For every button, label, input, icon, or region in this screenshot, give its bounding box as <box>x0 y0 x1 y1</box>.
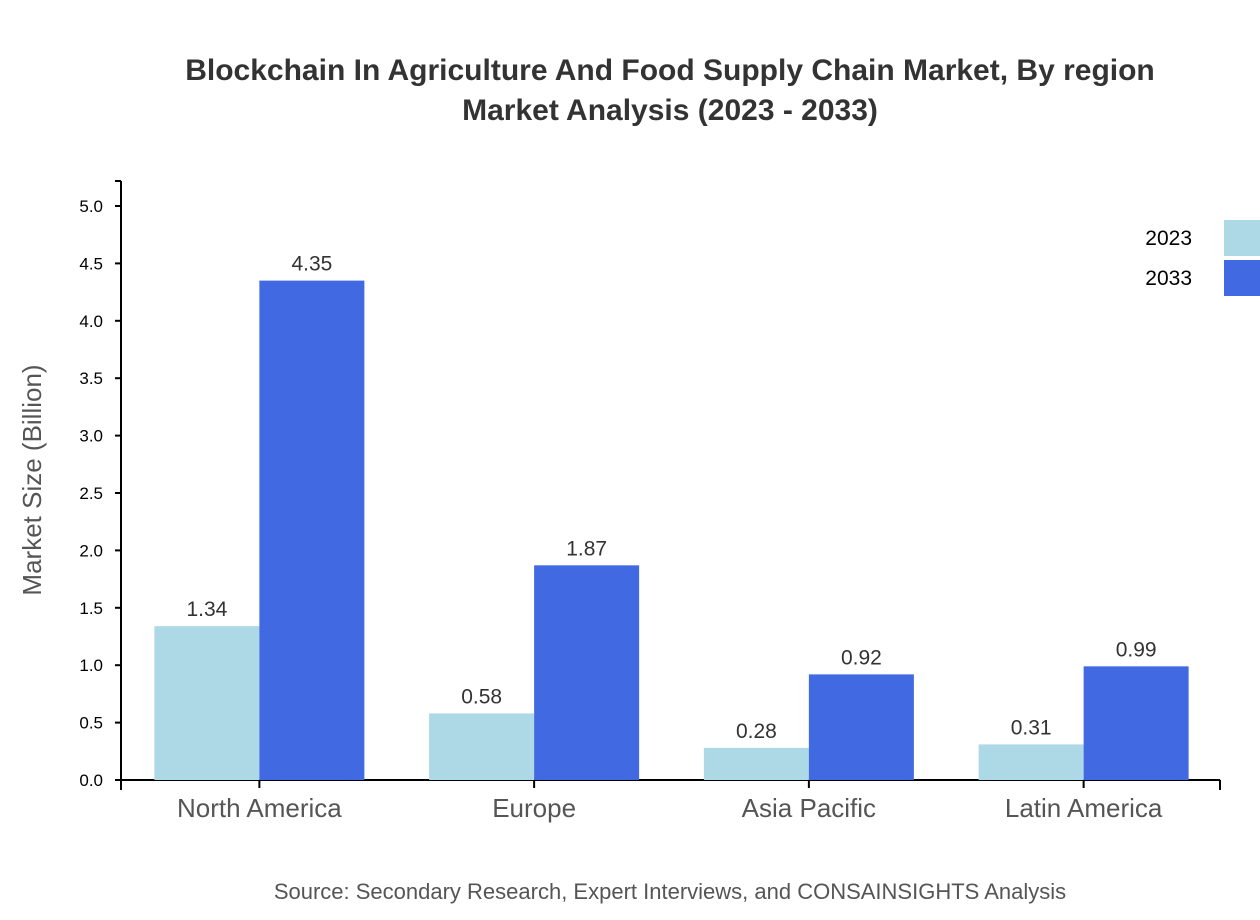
y-tick-label: 4.5 <box>79 254 103 273</box>
x-tick-label: North America <box>177 793 342 823</box>
bars: 1.34 4.35 0.58 1.87 0.28 0.92 0.31 0.99 <box>154 253 1189 780</box>
legend-swatch-2033 <box>1224 260 1260 296</box>
y-tick-label: 1.0 <box>79 656 103 675</box>
bar-2033 <box>808 674 914 780</box>
bar-value-label: 0.28 <box>736 720 777 743</box>
y-axis-label: Market Size (Billion) <box>17 364 47 595</box>
bar-value-label: 1.34 <box>186 598 227 621</box>
legend: 2023 2033 <box>1145 220 1260 296</box>
x-tick-label: Latin America <box>1005 793 1163 823</box>
legend-label: 2033 <box>1145 267 1192 290</box>
bar-2023 <box>978 744 1084 780</box>
x-tick-label: Asia Pacific <box>742 793 876 823</box>
y-tick-label: 3.5 <box>79 369 103 388</box>
source-note: Source: Secondary Research, Expert Inter… <box>274 879 1066 904</box>
x-tick-label: Europe <box>492 793 576 823</box>
bar-2023 <box>154 626 260 780</box>
y-axis: 0.0 0.5 1.0 1.5 2.0 2.5 3.0 3.5 4.0 4.5 5.0 <box>79 180 122 790</box>
bar-2033 <box>259 280 365 780</box>
x-axis: North America Europe Asia Pacific Latin Ame… <box>120 779 1221 823</box>
legend-swatch-2023 <box>1224 220 1260 256</box>
bar-2023 <box>703 747 809 780</box>
y-tick-label: 1.5 <box>79 599 103 618</box>
bar-value-label: 0.92 <box>841 646 882 669</box>
bar-value-label: 0.58 <box>461 685 502 708</box>
y-tick-label: 0.5 <box>79 714 103 733</box>
chart-subtitle: Market Analysis (2023 - 2033) <box>462 94 878 127</box>
y-tick-label: 5.0 <box>79 197 103 216</box>
bar-2023 <box>429 713 535 780</box>
bar-value-label: 1.87 <box>566 537 607 560</box>
bar-value-label: 0.31 <box>1011 716 1052 739</box>
bar-value-label: 4.35 <box>291 253 332 276</box>
bar-value-label: 0.99 <box>1116 638 1157 661</box>
bar-2033 <box>1083 666 1189 780</box>
y-tick-label: 4.0 <box>79 312 103 331</box>
y-tick-label: 2.0 <box>79 541 103 560</box>
bar-2033 <box>534 565 640 780</box>
chart-title: Blockchain In Agriculture And Food Suppl… <box>185 54 1155 87</box>
legend-label: 2023 <box>1145 227 1192 250</box>
y-tick-label: 2.5 <box>79 484 103 503</box>
y-tick-label: 0.0 <box>79 771 103 790</box>
y-tick-label: 3.0 <box>79 427 103 446</box>
